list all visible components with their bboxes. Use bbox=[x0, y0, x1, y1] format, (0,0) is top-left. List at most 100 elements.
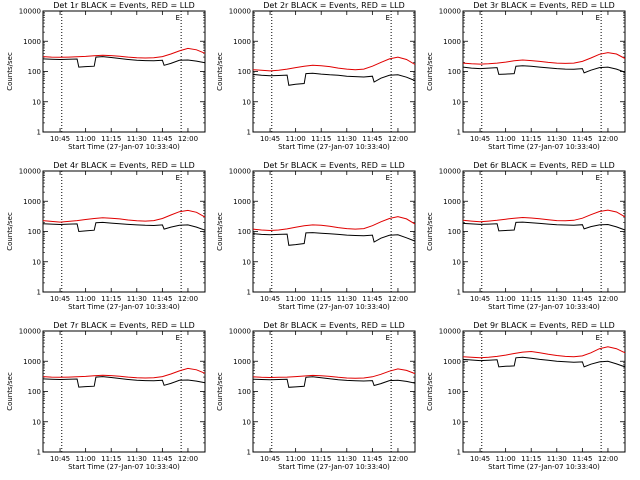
chart-panel: Det 8r BLACK = Events, RED = LLD 1 10 100 10… bbox=[216, 321, 416, 471]
x-tick-label: 10:45 bbox=[50, 455, 70, 463]
y-axis-label: Counts/sec bbox=[426, 212, 434, 251]
series-line-lld bbox=[42, 47, 206, 59]
x-tick-label: 11:45 bbox=[152, 455, 172, 463]
chart-panel: Det 2r BLACK = Events, RED = LLD 1 10 100 10… bbox=[216, 1, 416, 151]
y-axis-label: Counts/sec bbox=[426, 372, 434, 411]
x-tick-label: 11:00 bbox=[76, 295, 96, 303]
x-tick-label: 12:00 bbox=[388, 135, 408, 143]
chart-title: Det 5r BLACK = Events, RED = LLD bbox=[263, 161, 405, 170]
y-tick-label: 10000 bbox=[439, 168, 461, 176]
y-tick-label: 1 bbox=[37, 129, 41, 137]
y-tick-label: 100 bbox=[28, 228, 41, 236]
series-line-events bbox=[462, 221, 626, 232]
series-line-lld bbox=[252, 216, 416, 232]
marker-label: E bbox=[385, 174, 389, 182]
series-line-events bbox=[42, 376, 206, 388]
marker-label: E bbox=[385, 14, 389, 22]
y-tick-label: 10 bbox=[32, 258, 41, 266]
y-tick-label: 10 bbox=[32, 98, 41, 106]
x-tick-label: 11:30 bbox=[127, 455, 147, 463]
x-tick-label: 11:15 bbox=[521, 135, 541, 143]
x-tick-label: 12:00 bbox=[598, 455, 618, 463]
x-tick-label: 11:15 bbox=[101, 135, 121, 143]
y-tick-label: 10 bbox=[32, 418, 41, 426]
y-tick-label: 100 bbox=[28, 388, 41, 396]
series-line-events bbox=[42, 56, 206, 68]
y-axis-label: Counts/sec bbox=[6, 372, 14, 411]
chart-title: Det 9r BLACK = Events, RED = LLD bbox=[473, 321, 615, 330]
y-tick-label: 1 bbox=[247, 129, 251, 137]
x-tick-label: 11:30 bbox=[547, 135, 567, 143]
x-tick-label: 11:45 bbox=[152, 135, 172, 143]
y-tick-label: 1 bbox=[457, 289, 461, 297]
chart-panel: Det 4r BLACK = Events, RED = LLD 1 10 100 10… bbox=[6, 161, 206, 311]
y-tick-label: 100 bbox=[238, 228, 251, 236]
y-tick-label: 10 bbox=[452, 418, 461, 426]
x-tick-label: 10:45 bbox=[470, 295, 490, 303]
x-tick-label: 11:00 bbox=[76, 455, 96, 463]
x-tick-label: 11:30 bbox=[547, 455, 567, 463]
x-axis-label: Start Time (27-Jan-07 10:33:40) bbox=[278, 463, 390, 471]
series-line-lld bbox=[462, 346, 626, 359]
x-tick-label: 11:45 bbox=[572, 295, 592, 303]
x-tick-label: 11:00 bbox=[496, 135, 516, 143]
x-tick-label: 10:45 bbox=[260, 135, 280, 143]
chart-panel: Det 7r BLACK = Events, RED = LLD 1 10 100 10… bbox=[6, 321, 206, 471]
x-tick-label: 12:00 bbox=[388, 455, 408, 463]
x-tick-label: 11:15 bbox=[101, 295, 121, 303]
y-tick-label: 10000 bbox=[19, 328, 41, 336]
y-tick-label: 100 bbox=[28, 68, 41, 76]
x-tick-label: 11:15 bbox=[311, 295, 331, 303]
x-tick-label: 10:45 bbox=[50, 135, 70, 143]
chart-title: Det 8r BLACK = Events, RED = LLD bbox=[263, 321, 405, 330]
y-tick-label: 1000 bbox=[443, 38, 461, 46]
series-line-events bbox=[252, 72, 416, 86]
series-line-events bbox=[462, 65, 626, 75]
x-tick-label: 12:00 bbox=[388, 295, 408, 303]
marker-label: E bbox=[595, 334, 599, 342]
x-tick-label: 11:30 bbox=[547, 295, 567, 303]
chart-title: Det 1r BLACK = Events, RED = LLD bbox=[53, 1, 195, 10]
y-tick-label: 1000 bbox=[233, 358, 251, 366]
series-line-lld bbox=[462, 52, 626, 65]
x-tick-label: 11:30 bbox=[337, 455, 357, 463]
y-tick-label: 10 bbox=[452, 98, 461, 106]
y-axis-label: Counts/sec bbox=[216, 52, 224, 91]
x-tick-label: 11:00 bbox=[496, 295, 516, 303]
x-axis-label: Start Time (27-Jan-07 10:33:40) bbox=[488, 463, 600, 471]
x-axis-label: Start Time (27-Jan-07 10:33:40) bbox=[68, 463, 180, 471]
y-axis-label: Counts/sec bbox=[216, 372, 224, 411]
y-tick-label: 100 bbox=[448, 388, 461, 396]
marker-label: E bbox=[595, 174, 599, 182]
y-tick-label: 10 bbox=[452, 258, 461, 266]
x-tick-label: 11:45 bbox=[572, 455, 592, 463]
x-tick-label: 10:45 bbox=[470, 135, 490, 143]
chart-title: Det 4r BLACK = Events, RED = LLD bbox=[53, 161, 195, 170]
x-tick-label: 10:45 bbox=[260, 455, 280, 463]
series-line-events bbox=[252, 232, 416, 246]
y-tick-label: 10000 bbox=[229, 8, 251, 16]
y-tick-label: 1 bbox=[457, 129, 461, 137]
y-tick-label: 100 bbox=[448, 68, 461, 76]
x-axis-label: Start Time (27-Jan-07 10:33:40) bbox=[68, 303, 180, 311]
x-tick-label: 11:45 bbox=[362, 455, 382, 463]
y-tick-label: 10000 bbox=[19, 8, 41, 16]
x-tick-label: 11:00 bbox=[496, 455, 516, 463]
y-tick-label: 1 bbox=[247, 289, 251, 297]
x-tick-label: 11:15 bbox=[521, 295, 541, 303]
x-tick-label: 11:00 bbox=[286, 295, 306, 303]
x-tick-label: 11:00 bbox=[76, 135, 96, 143]
x-tick-label: 11:45 bbox=[362, 295, 382, 303]
x-tick-label: 10:45 bbox=[470, 455, 490, 463]
y-axis-label: Counts/sec bbox=[216, 212, 224, 251]
y-tick-label: 1 bbox=[247, 449, 251, 457]
series-line-events bbox=[42, 221, 206, 233]
y-tick-label: 1000 bbox=[443, 198, 461, 206]
y-tick-label: 10000 bbox=[19, 168, 41, 176]
y-axis-label: Counts/sec bbox=[6, 212, 14, 251]
y-tick-label: 10000 bbox=[439, 8, 461, 16]
series-line-lld bbox=[462, 209, 626, 223]
y-tick-label: 10 bbox=[242, 258, 251, 266]
x-tick-label: 11:45 bbox=[362, 135, 382, 143]
y-axis-label: Counts/sec bbox=[426, 52, 434, 91]
